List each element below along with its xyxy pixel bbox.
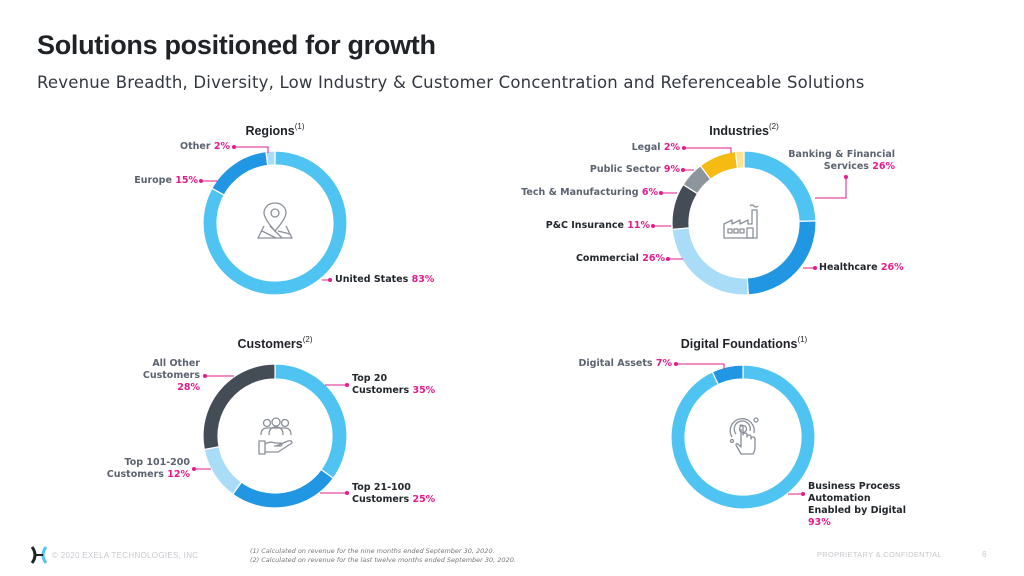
label-tech-manufacturing: Tech & Manufacturing 6%: [521, 187, 658, 198]
label-top-21-100: Top 21-100 Customers 25%: [352, 482, 436, 505]
leader-other: [234, 146, 269, 153]
label-commercial: Commercial 26%: [575, 253, 665, 264]
factory-icon: [723, 204, 759, 239]
page-number: 6: [982, 550, 987, 559]
donut-slice-legal: [734, 150, 745, 170]
digital-chart-title: Digital Foundations(1): [680, 335, 808, 351]
customers-hand-icon: [258, 417, 293, 455]
touch-target-icon: [729, 417, 759, 455]
page-title: Solutions positioned for growth: [37, 30, 436, 60]
leader-banking: [815, 177, 847, 199]
leader-assets: [676, 363, 725, 369]
exela-logo-icon: [31, 546, 47, 564]
label-top-101-200: Top 101-200 Customers 12%: [106, 457, 190, 480]
industries-chart-title: Industries(2): [709, 122, 779, 138]
label-other: Other 2%: [180, 141, 230, 152]
label-healthcare: Healthcare 26%: [819, 262, 904, 273]
label-europe: Europe 15%: [134, 175, 198, 186]
donut-slice-business-process-automation-enabled-by-digital: [670, 364, 816, 510]
label-bpa: Business Process Automation Enabled by Dig…: [808, 481, 906, 528]
donut-slice-united-states: [202, 150, 348, 296]
label-all-other-customers: All Other Customers 28%: [142, 358, 200, 393]
donut-slice-all-other-customers: [202, 363, 276, 451]
donut-slice-digital-assets: [711, 364, 744, 386]
label-united-states: United States 83%: [335, 274, 435, 285]
confidential-label: PROPRIETARY & CONFIDENTIAL: [817, 550, 942, 559]
copyright: © 2020 EXELA TECHNOLOGIES, INC: [52, 551, 199, 560]
customers-chart-title: Customers(2): [237, 335, 313, 351]
map-pin-icon: [257, 202, 293, 239]
donut-slice-other: [265, 150, 276, 167]
label-pc-insurance: P&C Insurance 11%: [545, 220, 650, 231]
page-subtitle: Revenue Breadth, Diversity, Low Industry…: [37, 73, 865, 92]
label-banking: Banking & Financial Services 26%: [788, 149, 895, 172]
regions-chart-title: Regions(1): [245, 122, 305, 138]
label-digital-assets: Digital Assets 7%: [578, 358, 672, 369]
footnotes: (1) Calculated on revenue for the nine m…: [250, 547, 516, 564]
label-top-20: Top 20 Customers 35%: [352, 373, 436, 396]
label-public-sector: Public Sector 9%: [589, 164, 680, 175]
label-legal: Legal 2%: [631, 142, 680, 153]
leader-legal: [684, 147, 732, 153]
